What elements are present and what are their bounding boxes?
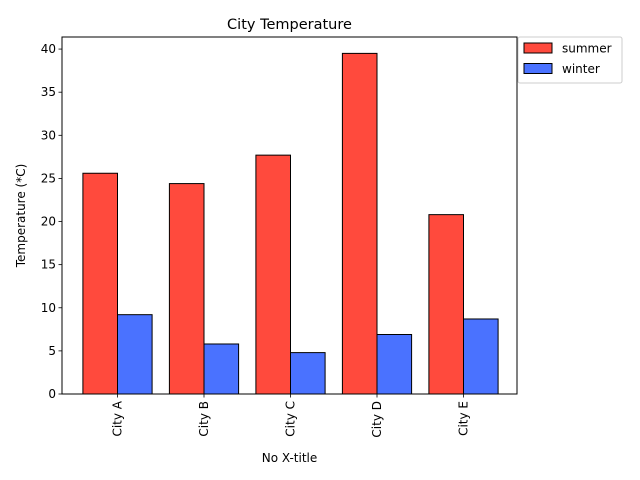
- bar-summer-city-c: [255, 154, 291, 395]
- legend-label-summer: summer: [562, 42, 612, 56]
- y-tick-label: 30: [41, 128, 56, 142]
- bar-winter-city-c: [290, 352, 326, 395]
- x-tick-label: City E: [457, 401, 471, 436]
- legend-swatch-summer: [523, 42, 553, 54]
- bar-winter-city-b: [203, 343, 240, 395]
- x-tick-label: City B: [197, 401, 211, 437]
- y-tick-label: 20: [41, 215, 56, 229]
- y-axis-label: Temperature (*C): [14, 164, 28, 269]
- x-axis-label: No X-title: [262, 451, 318, 465]
- y-tick-label: 35: [41, 85, 56, 99]
- bar-winter-city-e: [463, 318, 499, 395]
- x-tick-label: City C: [284, 401, 298, 437]
- y-tick-label: 40: [41, 42, 56, 56]
- bar-winter-city-a: [117, 314, 153, 395]
- legend-swatch-winter: [523, 63, 553, 74]
- y-tick-label: 15: [41, 258, 56, 272]
- x-axis: City A City B City C City D City E: [111, 394, 471, 438]
- x-tick-label: City D: [370, 401, 384, 438]
- y-axis: 0 5 10 15 20 25 30 35 40: [41, 42, 62, 401]
- chart-title: City Temperature: [227, 17, 352, 33]
- bars-layer: [82, 52, 499, 395]
- bar-summer-city-b: [168, 183, 205, 395]
- x-tick-label: City A: [111, 400, 125, 436]
- y-tick-label: 0: [48, 387, 56, 401]
- bar-summer-city-a: [82, 172, 118, 395]
- y-tick-label: 10: [41, 301, 56, 315]
- y-tick-label: 25: [41, 171, 56, 185]
- bar-winter-city-d: [376, 334, 413, 395]
- bar-summer-city-e: [428, 214, 464, 395]
- y-tick-label: 5: [48, 344, 56, 358]
- legend: summer winter: [517, 36, 623, 84]
- plot-frame: [61, 36, 518, 395]
- legend-label-winter: winter: [562, 62, 600, 76]
- bar-summer-city-d: [341, 52, 378, 395]
